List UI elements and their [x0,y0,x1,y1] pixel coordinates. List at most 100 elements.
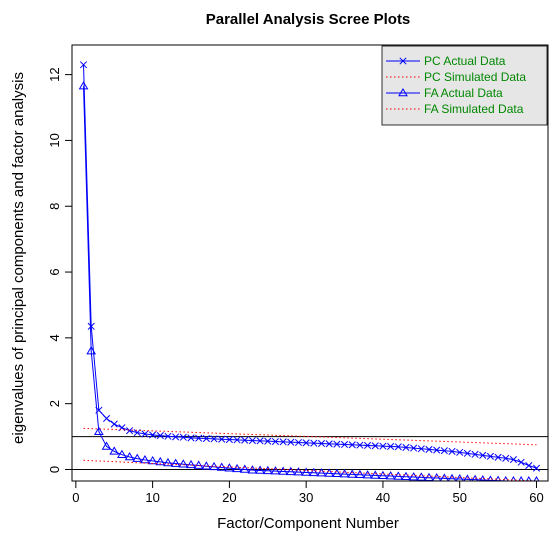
pc-actual-point [502,454,510,462]
fa-actual-point [331,468,342,478]
fa-actual-point [278,466,289,475]
pc-actual-point [172,433,180,441]
y-tick-label: 2 [47,400,62,407]
fa-actual-point [247,465,258,474]
pc-actual-point [317,439,326,448]
x-tick-label: 50 [452,490,466,505]
x-tick-label: 60 [529,490,543,505]
x-axis-label: Factor/Component Number [217,515,399,532]
pc-actual-point [486,452,494,460]
fa-actual-point [370,470,381,479]
legend-triangle-icon [398,88,408,97]
fa-actual-point [86,346,97,355]
series-line-1 [83,64,537,469]
pc-actual-point [271,437,280,446]
pc-actual-point [348,441,356,449]
fa-actual-point [301,467,312,476]
pc-actual-point [287,438,295,446]
fa-actual-point [155,456,166,466]
fa-actual-point [193,460,204,469]
pc-actual-point [79,61,88,69]
fa-actual-point [355,469,365,479]
fa-actual-point [347,469,358,478]
legend-x-icon [399,57,407,65]
pc-actual-point [102,414,111,423]
fa-actual-point [416,472,427,481]
fa-actual-point [109,446,120,455]
pc-actual-point [440,447,448,455]
pc-actual-point [402,443,410,451]
fa-actual-point [316,468,327,477]
fa-actual-point [224,463,235,472]
fa-actual-point [124,451,135,461]
x-tick-label: 10 [145,490,159,505]
y-tick-label: 0 [47,466,62,473]
pc-actual-point [179,433,187,441]
pc-actual-point [525,461,533,470]
pc-actual-point [425,445,433,453]
x-tick-label: 40 [376,490,390,505]
fa-actual-point [262,465,273,475]
fa-actual-point [502,476,509,481]
y-tick-label: 4 [47,334,62,341]
fa-actual-point [170,458,181,467]
pc-actual-point [494,453,502,461]
y-axis: 0 2 4 6 8 10 12 [47,67,72,473]
pc-actual-point [225,435,233,444]
x-tick-label: 30 [299,490,313,505]
pc-actual-point [325,440,333,448]
fa-actual-point [132,453,143,462]
pc-actual-point [333,440,341,448]
fa-actual-point [93,426,104,435]
pc-actual-point [509,456,518,464]
pc-actual-point [479,451,487,459]
fa-actual-point [378,470,388,480]
fa-actual-point [385,471,396,480]
fa-actual-point [471,474,479,481]
legend-label-4: FA Simulated Data [424,102,524,116]
legend-label-2: PC Simulated Data [424,70,526,84]
fa-actual-point [463,474,472,481]
chart-title: Parallel Analysis Scree Plots [206,11,411,28]
fa-actual-point [101,441,112,450]
plot-frame [71,44,549,482]
pc-actual-point [248,436,256,445]
pc-actual-point [256,437,264,445]
pc-actual-point [202,434,210,443]
fa-actual-point [255,465,265,474]
fa-actual-point [186,459,196,469]
fa-actual-point [324,468,335,477]
fa-actual-point [362,470,373,479]
pc-actual-point [340,440,349,449]
pc-actual-point [187,434,195,442]
pc-actual-point [195,434,203,442]
fa-actual-point [308,467,319,477]
x-tick-label: 20 [222,490,236,505]
fa-actual-point [293,467,304,476]
y-tick-label: 6 [47,268,62,275]
fa-actual-point [479,475,487,481]
pc-actual-point [417,445,425,453]
pc-actual-point [456,448,464,456]
fa-actual-point [401,471,411,481]
fa-actual-point [239,464,250,473]
pc-actual-point [471,450,479,458]
pc-actual-point [279,438,287,446]
fa-actual-point [525,476,532,481]
pc-actual-point [387,442,395,451]
y-tick-label: 8 [47,203,62,210]
pc-actual-point [448,447,456,455]
pc-actual-point [364,441,372,450]
pc-actual-point [164,432,172,440]
pc-actual-point [463,449,471,457]
legend: PC Actual Data PC Simulated Data FA Actual… [381,45,548,126]
fa-actual-point [408,472,419,481]
pc-actual-point [233,436,241,444]
pc-actual-point [218,435,226,443]
y-axis-label: eigenvalues of principal components and … [10,72,27,444]
pc-actual-point [310,439,318,447]
fa-actual-point [393,471,404,480]
pc-actual-point [433,446,441,454]
pc-actual-point [517,458,525,466]
pc-actual-point [294,438,303,447]
